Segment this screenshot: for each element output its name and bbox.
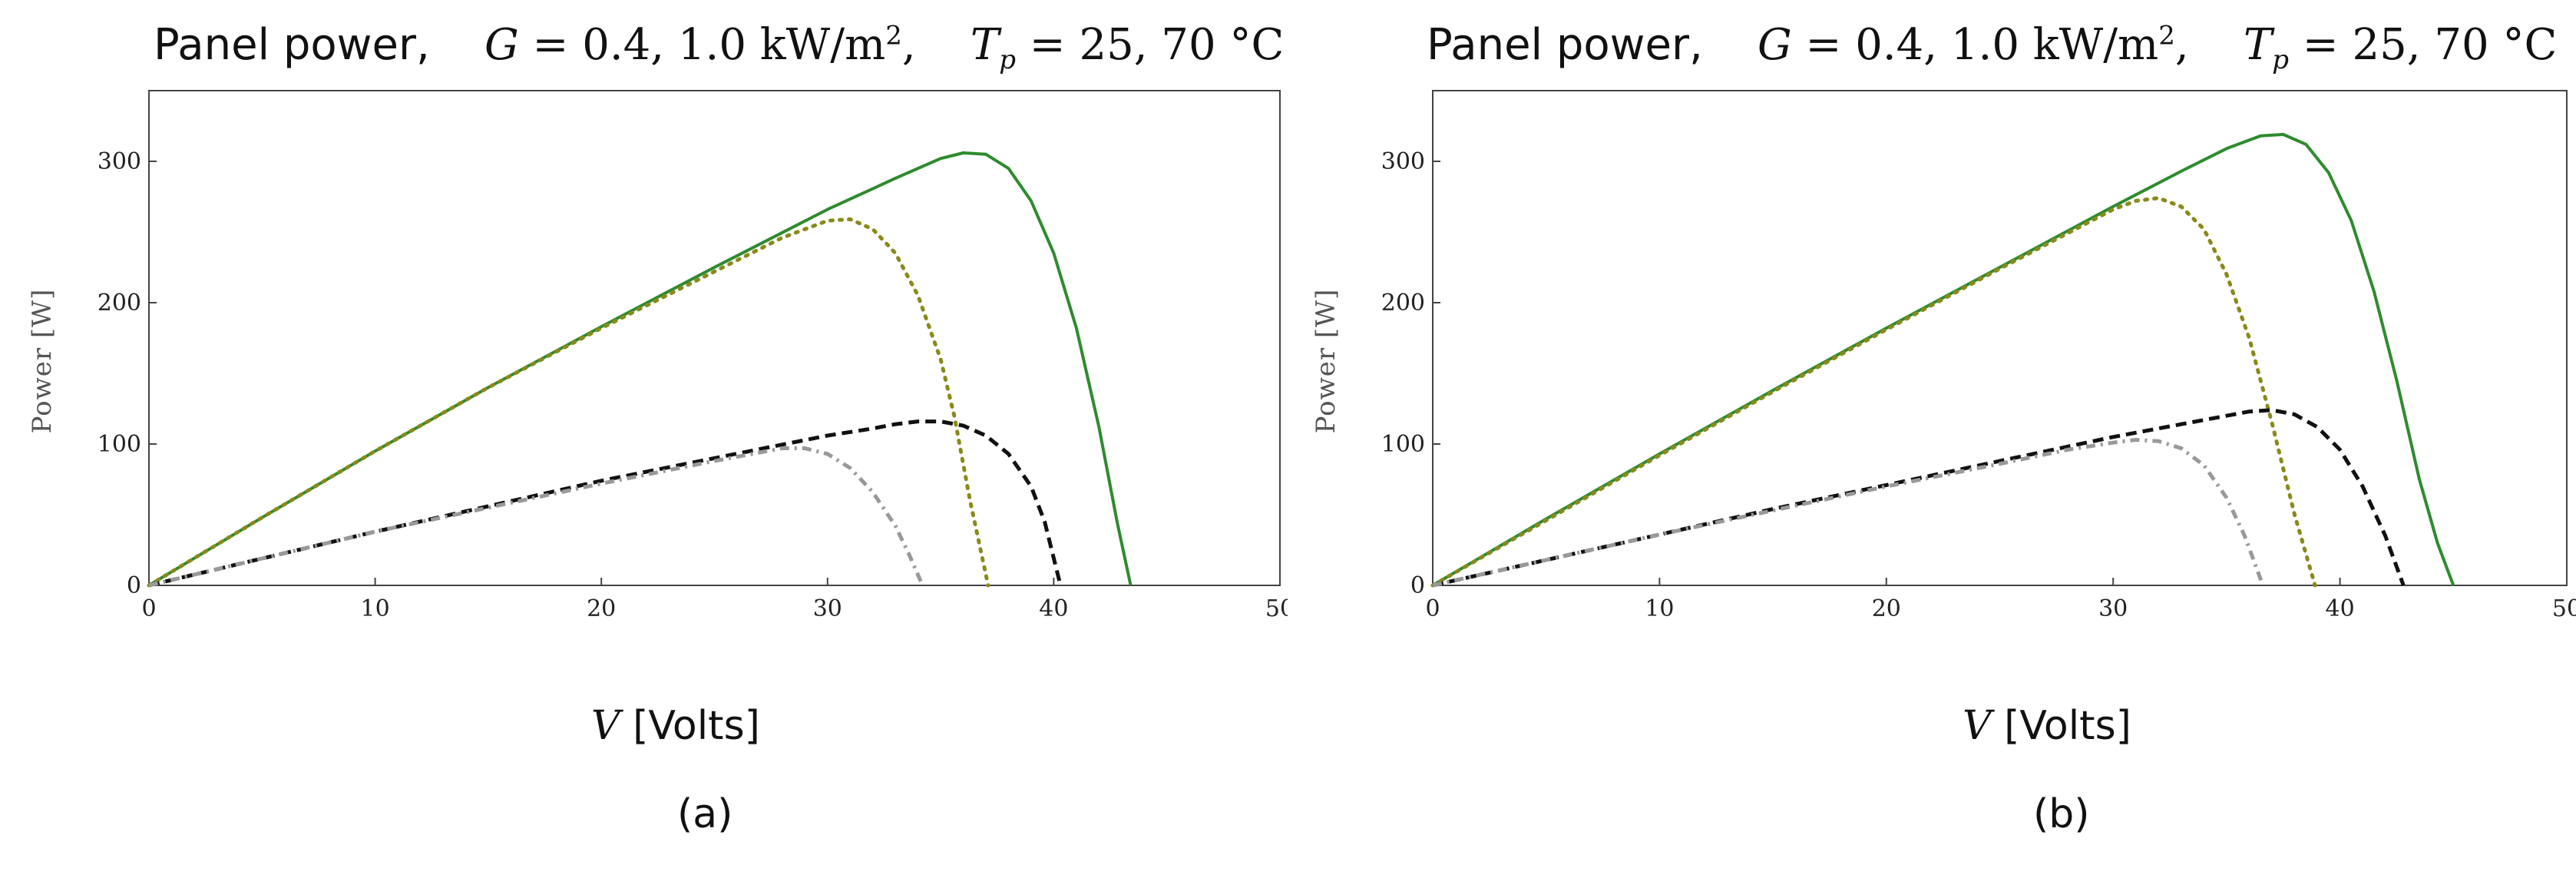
x-tick-label: 40 bbox=[1039, 595, 1068, 622]
x-tick-label: 0 bbox=[141, 595, 156, 622]
y-tick-label: 0 bbox=[1410, 572, 1425, 599]
x-tick-label: 20 bbox=[587, 595, 616, 622]
y-tick-label: 100 bbox=[1381, 431, 1425, 458]
y-axis-label: Power [W] bbox=[27, 289, 58, 434]
y-tick-label: 200 bbox=[98, 290, 141, 317]
chart-panel-b: Panel power, G = 0.4, 1.0 kW/m2, Tp = 25… bbox=[1288, 0, 2576, 875]
series-line-1 bbox=[1431, 133, 2455, 587]
x-tick-label: 50 bbox=[1265, 595, 1288, 622]
series-line-3 bbox=[148, 419, 1063, 588]
x-tick-label: 20 bbox=[1872, 595, 1901, 622]
plot-frame bbox=[148, 90, 1281, 586]
series-line-2 bbox=[1430, 196, 2317, 588]
plot-frame bbox=[1432, 90, 2568, 586]
y-tick-label: 100 bbox=[98, 431, 141, 458]
power-voltage-plot: 0 10 20 30 40 50 0 100 200 300 Power [W] bbox=[1311, 90, 2576, 622]
chart-panel-a: Panel power, G = 0.4, 1.0 kW/m2, Tp = 25… bbox=[27, 20, 1288, 837]
x-axis-label: V [Volts] bbox=[591, 703, 760, 749]
series-line-3 bbox=[1432, 408, 2406, 588]
series-line-4 bbox=[148, 446, 924, 588]
x-tick-label: 10 bbox=[1645, 595, 1674, 622]
power-voltage-plot: 0 10 20 30 40 50 0 100 200 300 Power [W] bbox=[27, 90, 1288, 622]
x-axis-label: V [Volts] bbox=[1963, 703, 2131, 749]
y-tick-label: 300 bbox=[98, 148, 141, 175]
series-line-1 bbox=[147, 151, 1133, 587]
y-tick-label: 0 bbox=[127, 572, 141, 599]
figure-caption: (b) bbox=[2033, 791, 2090, 837]
y-axis-label: Power [W] bbox=[1311, 289, 1341, 434]
series-line-4 bbox=[1432, 438, 2265, 588]
x-tick-label: 10 bbox=[361, 595, 390, 622]
x-tick-label: 30 bbox=[2098, 595, 2128, 622]
figure-caption: (a) bbox=[677, 791, 733, 837]
x-tick-label: 0 bbox=[1425, 595, 1440, 622]
chart-title: Panel power, G = 0.4, 1.0 kW/m2, Tp = 25… bbox=[154, 20, 1285, 76]
x-tick-label: 50 bbox=[2552, 595, 2576, 622]
x-tick-label: 30 bbox=[813, 595, 842, 622]
y-tick-label: 300 bbox=[1381, 148, 1425, 175]
chart-title: Panel power, G = 0.4, 1.0 kW/m2, Tp = 25… bbox=[1427, 20, 2558, 76]
y-tick-label: 200 bbox=[1381, 290, 1425, 317]
series-line-2 bbox=[147, 217, 990, 588]
x-tick-label: 40 bbox=[2326, 595, 2355, 622]
